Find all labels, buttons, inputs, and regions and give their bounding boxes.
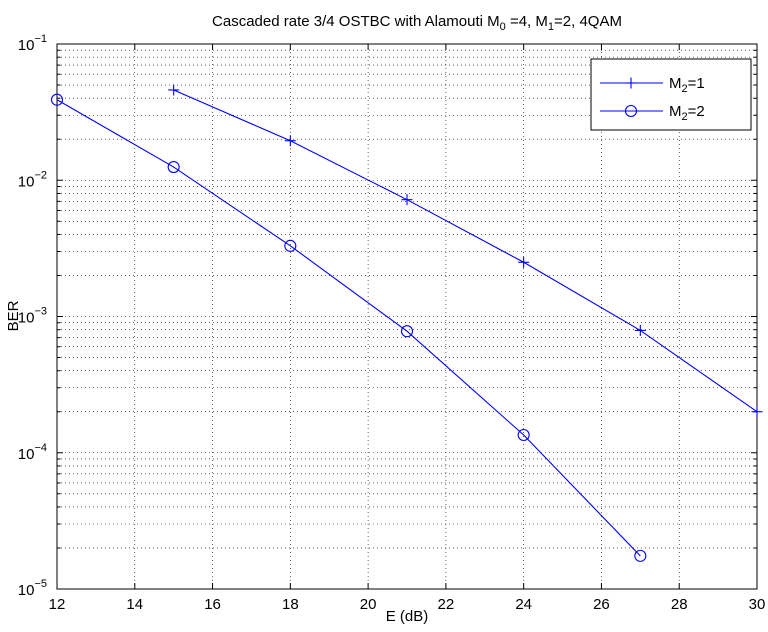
data-point [517, 428, 530, 442]
x-tick-label: 20 [360, 596, 377, 613]
chart-title-prefix: Cascaded rate 3/4 OSTBC with Alamouti M [212, 13, 500, 30]
chart-title-mid: =4, M [506, 13, 548, 30]
legend-entry-2: M2=2 [600, 103, 705, 123]
chart-title-sub0: 0 [500, 21, 506, 33]
data-point [284, 135, 296, 147]
x-tick-label: 24 [515, 596, 532, 613]
x-tick-label: 28 [671, 596, 688, 613]
data-point [167, 160, 180, 174]
data-point [400, 325, 414, 338]
legend-box [590, 58, 752, 131]
y-tick-labels: 10−5 10−4 10−3 10−2 10−1 [18, 33, 47, 599]
chart-title-sub1: 1 [548, 21, 554, 33]
data-point [401, 194, 413, 206]
series-2 [50, 93, 647, 562]
series-1 [168, 84, 763, 418]
data-point [751, 406, 763, 418]
data-point [518, 256, 530, 268]
x-tick-label: 14 [126, 596, 143, 613]
legend-label: M2=2 [669, 103, 705, 123]
x-tick-label: 26 [593, 596, 610, 613]
x-axis-label: E (dB) [386, 608, 429, 625]
x-tick-label: 30 [749, 596, 766, 613]
x-tick-label: 18 [282, 596, 299, 613]
axis-ticks [56, 44, 758, 590]
x-tick-label: 12 [49, 596, 66, 613]
y-tick-label: 10−3 [18, 306, 47, 327]
series-line [56, 99, 641, 557]
y-axis-label: BER [5, 300, 22, 331]
data-point [634, 549, 647, 562]
series-layer [50, 84, 763, 562]
x-tick-label: 16 [204, 596, 221, 613]
series-line [173, 89, 758, 413]
legend-label: M2=1 [669, 75, 705, 95]
data-point [168, 84, 180, 96]
y-tick-label: 10−5 [18, 578, 47, 599]
grid-lines [57, 44, 757, 589]
data-point [50, 93, 64, 106]
chart-title: Cascaded rate 3/4 OSTBC with Alamouti M0… [212, 13, 622, 33]
data-point [284, 239, 297, 252]
x-tick-label: 22 [438, 596, 455, 613]
y-tick-label: 10−1 [18, 33, 47, 54]
y-tick-label: 10−2 [18, 169, 47, 190]
data-point [634, 324, 646, 336]
legend-marker [624, 104, 638, 118]
legend: M2=1 M2=2 [590, 58, 752, 131]
chart-title-suffix: =2, 4QAM [554, 13, 622, 30]
legend-entry-1: M2=1 [600, 75, 705, 95]
x-tick-labels: 12 14 16 18 20 22 24 26 28 30 [49, 596, 766, 613]
y-tick-label: 10−4 [18, 442, 47, 463]
legend-marker [625, 77, 637, 89]
